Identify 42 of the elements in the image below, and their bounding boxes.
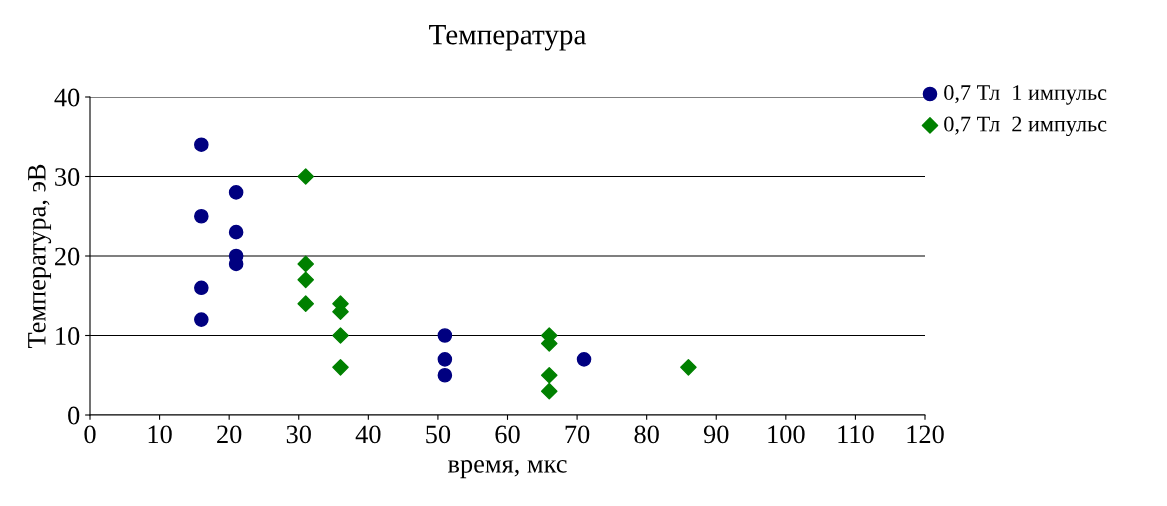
point <box>194 208 209 224</box>
x-tick-label: 40 <box>355 425 381 444</box>
point <box>437 367 453 383</box>
point <box>297 168 315 185</box>
x-tick-label: 20 <box>217 425 242 444</box>
chart-title: Температура <box>429 25 587 51</box>
point <box>194 312 209 327</box>
x-tick-label: 10 <box>148 425 172 444</box>
point <box>228 224 244 240</box>
y-tick-label: 40 <box>54 88 80 107</box>
x-tick-label: 70 <box>565 425 590 444</box>
x-tick-label: 0 <box>84 425 96 444</box>
point <box>332 327 349 344</box>
point <box>332 358 349 376</box>
x-tick-label: 50 <box>426 425 451 444</box>
legend-label: 0,7 Тл 1 импульс <box>944 85 1107 105</box>
y-axis-title: Температура, эВ <box>28 164 52 349</box>
x-tick-label: 110 <box>838 425 874 444</box>
y-tick-label: 20 <box>55 247 80 266</box>
x-tick-label: 80 <box>634 425 659 444</box>
y-tick-label: 10 <box>56 327 80 345</box>
point <box>297 271 315 289</box>
point <box>194 137 209 152</box>
point <box>540 366 558 384</box>
y-tick-label: 0 <box>68 406 80 425</box>
point <box>437 328 453 343</box>
x-tick-label: 90 <box>703 425 729 444</box>
x-tick-label: 60 <box>495 425 520 444</box>
x-axis-title: время, мкс <box>447 460 567 479</box>
point <box>194 280 209 296</box>
y-tick-label: 30 <box>55 168 80 186</box>
point <box>437 352 453 367</box>
x-tick-label: 120 <box>907 425 944 444</box>
x-tick-label: 100 <box>768 425 805 444</box>
point <box>576 352 592 367</box>
legend-label: 0,7 Тл 2 импульс <box>944 116 1107 137</box>
x-tick-label: 30 <box>286 425 311 444</box>
point <box>228 185 244 200</box>
point <box>680 358 697 376</box>
point <box>540 382 558 400</box>
point <box>297 255 315 273</box>
point <box>297 295 315 313</box>
